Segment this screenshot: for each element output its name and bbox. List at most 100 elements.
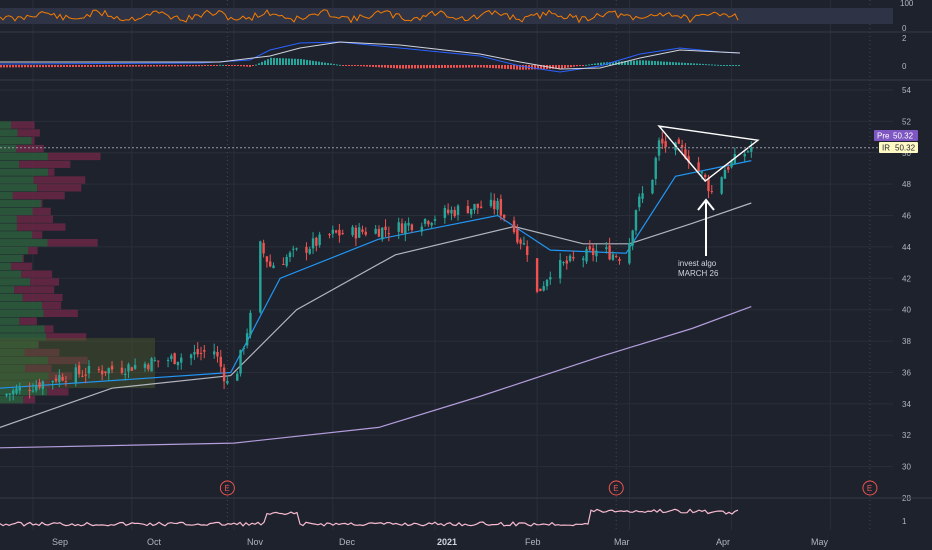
candle-body (173, 353, 176, 364)
macd-histogram-bar (561, 65, 563, 69)
macd-histogram-bar (330, 63, 332, 65)
macd-pane[interactable]: 2 0 (0, 34, 907, 73)
macd-histogram-bar (234, 65, 236, 66)
candle-body (697, 162, 700, 171)
candle-body (64, 381, 68, 383)
candle-body (466, 205, 470, 214)
candle-body (81, 375, 84, 377)
volume-profile-bar-down (44, 325, 54, 333)
price-tick: 54 (902, 86, 911, 95)
candle-body (595, 250, 598, 257)
volume-profile-bar-up (0, 317, 20, 325)
candle-body (677, 139, 681, 144)
volume-profile-bar-down (17, 129, 40, 137)
macd-histogram-bar (699, 63, 701, 65)
macd-histogram-bar (336, 64, 338, 66)
candle-body (143, 363, 147, 368)
candle-body (203, 349, 206, 352)
macd-histogram-bar (216, 65, 218, 66)
candle-body (110, 365, 114, 370)
macd-histogram-bar (147, 65, 149, 67)
rsi-pane[interactable]: 100 0 (0, 0, 914, 33)
volume-profile-bar-up (0, 294, 23, 302)
volume-profile-bar-down (48, 168, 55, 176)
volume-profile-bar-down (24, 348, 60, 357)
candle-body (572, 256, 575, 259)
candle-body (608, 245, 611, 260)
x-label-feb: Feb (525, 537, 541, 547)
price-pane[interactable]: invest algo MARCH 26 54 52 50 48 46 44 42 40 38 3… (0, 86, 918, 503)
macd-histogram-bar (621, 61, 623, 65)
candle-body (539, 288, 542, 292)
candle-body (516, 229, 519, 243)
volume-pane[interactable]: 1 (0, 508, 907, 527)
macd-histogram-bar (513, 65, 515, 70)
candle-body (489, 199, 493, 207)
macd-histogram-bar (690, 63, 692, 65)
macd-histogram-bar (198, 65, 200, 67)
candle-body (180, 357, 183, 363)
candle-body (549, 277, 552, 280)
x-label-dec: Dec (339, 537, 356, 547)
candle-body (318, 234, 321, 246)
macd-histogram-bar (195, 65, 197, 67)
volume-profile-bar-up (0, 286, 15, 294)
candle-body (502, 214, 506, 219)
candle-body (476, 203, 480, 208)
macd-histogram-bar (57, 65, 59, 68)
volume-profile-bar-up (0, 176, 34, 184)
macd-histogram-bar (726, 65, 728, 66)
candle-body (479, 206, 483, 208)
candle-body (680, 145, 684, 148)
candle-body (315, 237, 318, 246)
macd-histogram-bar (585, 64, 587, 66)
volume-profile-bar-up (0, 144, 17, 153)
candle-body (124, 373, 127, 375)
candle-body (130, 367, 134, 371)
x-label-may: May (811, 537, 829, 547)
candle-body (338, 229, 341, 236)
macd-histogram-bar (441, 65, 443, 68)
macd-histogram-bar (405, 65, 407, 69)
macd-histogram-bar (129, 65, 131, 67)
macd-histogram-bar (318, 61, 320, 65)
macd-histogram-bar (693, 63, 695, 65)
macd-histogram-bar (342, 65, 344, 66)
volume-profile-bar-up (0, 388, 48, 396)
candle-body (259, 241, 262, 313)
candle-body (193, 351, 196, 355)
candle-body (311, 238, 315, 249)
macd-histogram-bar (489, 65, 491, 68)
candle-body (456, 205, 460, 215)
volume-profile-bar-down (33, 176, 86, 184)
macd-histogram-bar (24, 65, 26, 68)
price-tick: 44 (902, 243, 911, 252)
volume-profile-bar-up (0, 278, 31, 286)
macd-histogram-bar (675, 62, 677, 65)
earnings-marker-label: E (613, 484, 618, 493)
candle-body (664, 141, 667, 148)
candle-body (473, 204, 476, 210)
time-axis[interactable]: Sep Oct Nov Dec 2021 Feb Mar Apr May (52, 537, 829, 547)
candle-body (364, 231, 367, 235)
volume-profile-bar-up (0, 356, 49, 365)
macd-histogram-bar (222, 64, 224, 66)
macd-histogram-bar (168, 65, 170, 67)
candle-body (684, 149, 687, 159)
macd-histogram-bar (243, 65, 245, 67)
candle-body (585, 249, 588, 262)
candle-body (700, 171, 704, 174)
macd-histogram-bar (138, 65, 140, 67)
candle-body (351, 226, 354, 236)
moving-average-line (0, 202, 752, 428)
price-tick: 40 (902, 306, 911, 315)
volume-profile-bar-up (0, 372, 49, 380)
volume-profile-bar-up (0, 223, 17, 231)
candle-body (74, 367, 77, 383)
macd-histogram-bar (189, 65, 191, 67)
macd-histogram-bar (600, 62, 602, 65)
macd-histogram-bar (669, 61, 671, 65)
